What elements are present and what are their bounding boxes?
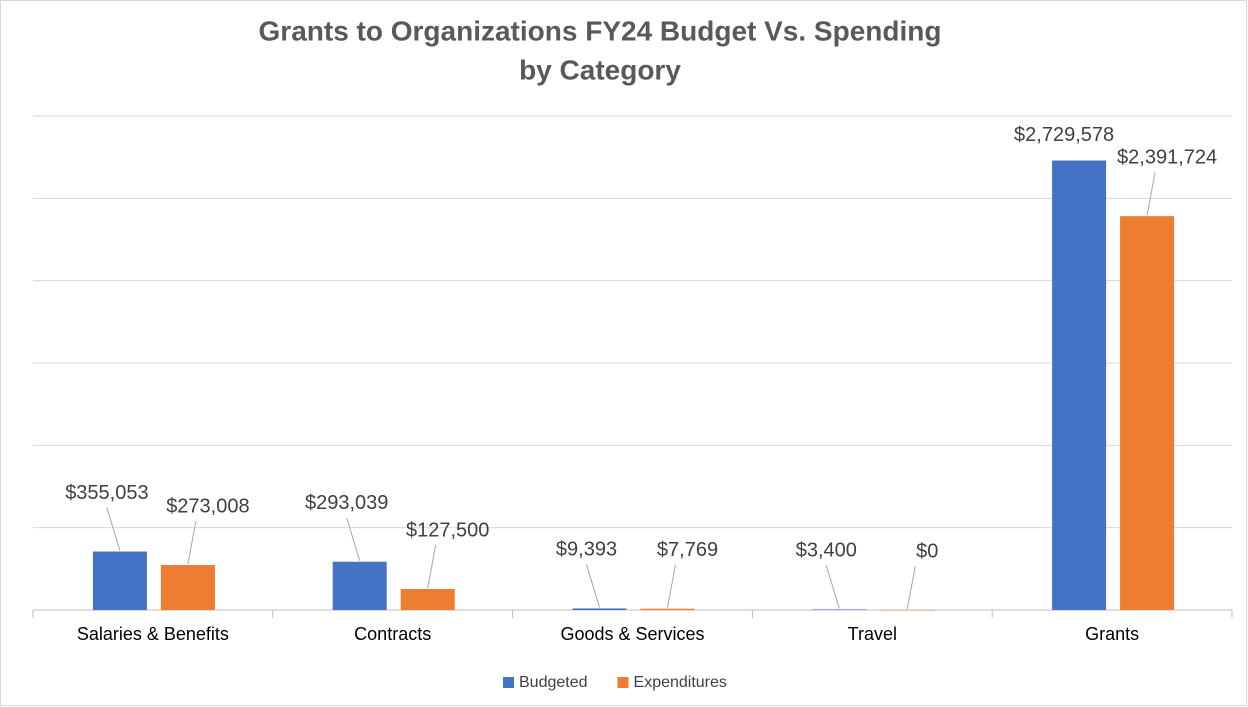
data-label: $3,400	[796, 540, 857, 562]
bar	[332, 561, 387, 610]
data-label: $7,769	[657, 539, 718, 561]
leader-line	[106, 507, 121, 551]
data-label: $9,393	[556, 539, 617, 561]
bar	[572, 608, 627, 610]
data-label: $293,039	[305, 492, 388, 514]
bar	[92, 551, 147, 610]
x-tick-label: Travel	[848, 624, 897, 644]
leader-line	[906, 565, 916, 610]
data-label: $127,500	[406, 519, 489, 541]
bar	[1120, 216, 1175, 610]
bar	[400, 589, 455, 610]
leader-line	[427, 544, 437, 589]
bar	[812, 609, 867, 610]
bar	[1052, 160, 1107, 611]
x-tick-label: Contracts	[354, 624, 431, 644]
leader-line	[667, 564, 676, 608]
data-label: $273,008	[166, 495, 249, 517]
data-label: $0	[916, 540, 938, 562]
leader-line	[187, 520, 197, 565]
leader-line	[586, 564, 600, 608]
bar	[160, 565, 215, 610]
chart-title: by Category	[519, 54, 681, 85]
data-label: $355,053	[65, 482, 148, 504]
leader-line	[1146, 172, 1156, 216]
legend-label: Budgeted	[519, 674, 588, 691]
x-tick-label: Grants	[1085, 624, 1139, 644]
x-tick-label: Salaries & Benefits	[77, 624, 229, 644]
leader-line	[825, 565, 840, 609]
bar	[880, 610, 935, 611]
bar	[640, 608, 695, 610]
legend-swatch	[503, 677, 514, 688]
data-label: $2,391,724	[1117, 146, 1217, 168]
chart-title: Grants to Organizations FY24 Budget Vs. …	[259, 15, 942, 46]
x-tick-label: Goods & Services	[560, 624, 704, 644]
leader-line	[346, 517, 361, 561]
data-label: $2,729,578	[1014, 124, 1114, 146]
legend-label: Expenditures	[634, 674, 727, 691]
legend-swatch	[617, 677, 629, 688]
